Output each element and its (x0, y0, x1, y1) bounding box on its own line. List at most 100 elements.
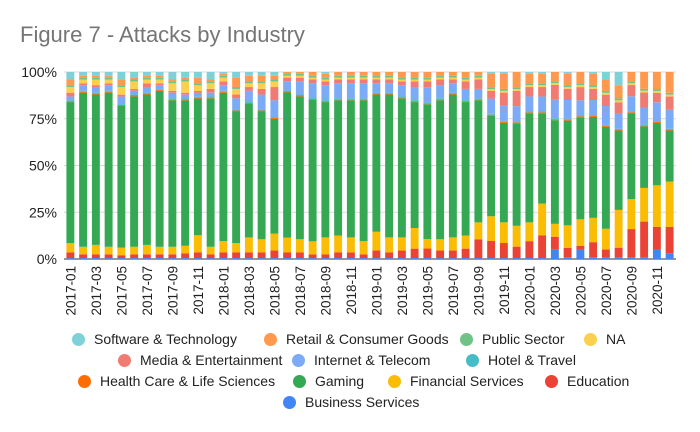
bar-segment (346, 258, 355, 259)
bar-segment (308, 98, 317, 100)
bar-segment (474, 98, 483, 100)
bar-segment (346, 72, 355, 76)
bar-segment (410, 258, 419, 259)
bar-segment (461, 235, 470, 249)
bar-segment (359, 100, 368, 242)
bar-segment (193, 98, 202, 236)
bar-segment (550, 120, 559, 224)
bar-segment (257, 252, 266, 259)
bar-segment (117, 72, 126, 80)
x-tick-label: 2018-05 (267, 266, 282, 316)
bar-segment (168, 246, 177, 255)
bar-segment (448, 77, 457, 80)
bar-segment (640, 187, 649, 222)
bar-segment (512, 225, 521, 247)
bar-segment (206, 72, 215, 80)
bar-segment (385, 79, 394, 84)
bar-segment (66, 243, 75, 253)
bar-segment (91, 244, 100, 255)
bar-segment (117, 105, 126, 106)
legend-label: Financial Services (410, 373, 524, 389)
bar-segment (130, 81, 139, 89)
bar-segment (168, 98, 177, 100)
bar-segment (244, 237, 253, 253)
bar-segment (461, 79, 470, 82)
bar-segment (104, 72, 113, 76)
bar-segment (232, 252, 241, 259)
bar-segment (487, 113, 496, 115)
bar-segment (397, 81, 406, 86)
bar-segment (397, 77, 406, 80)
bar-segment (652, 123, 661, 186)
bar-segment (372, 250, 381, 259)
bar-segment (614, 98, 623, 101)
bar-segment (397, 98, 406, 238)
bar-segment (627, 83, 636, 86)
bar-segment (321, 73, 330, 78)
bar-segment (474, 79, 483, 89)
bar-segment (640, 92, 649, 108)
bar-segment (538, 258, 547, 259)
bar-segment (397, 250, 406, 259)
bar-segment (627, 112, 636, 114)
bar-segment (423, 81, 432, 88)
bar-segment (525, 96, 534, 112)
legend-swatch (584, 332, 597, 346)
bar-segment (397, 85, 406, 97)
legend-item: Health Care & Life Sciences (78, 373, 275, 389)
bar-segment (589, 85, 598, 87)
bar-segment (79, 91, 88, 93)
bar-segment (295, 72, 304, 74)
bar-segment (538, 113, 547, 204)
bar-segment (244, 258, 253, 259)
bar-segment (512, 123, 521, 226)
bar-segment (448, 72, 457, 76)
bar-segment (308, 98, 317, 99)
bar-segment (117, 255, 126, 259)
bar-segment (130, 95, 139, 97)
bar-segment (448, 92, 457, 94)
bar-segment (359, 258, 368, 259)
bar-segment (461, 101, 470, 103)
bar-segment (499, 72, 508, 74)
bar-segment (410, 227, 419, 249)
legend-swatch (264, 332, 277, 346)
bar-segment (601, 106, 610, 125)
bar-segment (372, 77, 381, 80)
bar-segment (512, 106, 521, 122)
bar-segment (576, 116, 585, 118)
bar-segment (244, 83, 253, 88)
bar-segment (512, 246, 521, 259)
bar-segment (66, 102, 75, 244)
bar-segment (550, 84, 559, 100)
bar-segment (372, 75, 381, 78)
bar-segment (66, 100, 75, 102)
bar-segment (436, 75, 445, 78)
x-tick-label: 2018-03 (242, 266, 257, 316)
bar-segment (270, 72, 279, 76)
bar-segment (576, 249, 585, 259)
bar-segment (168, 92, 177, 99)
bar-segment (283, 237, 292, 253)
bar-segment (346, 75, 355, 78)
bar-segment (244, 103, 253, 104)
bar-segment (576, 87, 585, 101)
x-tick-label: 2017-03 (89, 266, 104, 316)
bar-segment (474, 77, 483, 80)
bar-segment (538, 83, 547, 86)
bar-segment (397, 258, 406, 259)
bar-segment (321, 102, 330, 238)
bar-segment (257, 110, 266, 112)
bar-segment (385, 93, 394, 95)
x-tick-label: 2020-01 (522, 266, 537, 316)
bar-segment (385, 72, 394, 76)
bar-segment (448, 75, 457, 78)
bar-segment (423, 104, 432, 240)
legend-item: Software & Technology (72, 331, 237, 347)
bar-segment (589, 72, 598, 74)
legend-item: Public Sector (460, 331, 564, 347)
bar-segment (219, 77, 228, 82)
bar-segment (232, 243, 241, 253)
bar-segment (525, 112, 534, 114)
